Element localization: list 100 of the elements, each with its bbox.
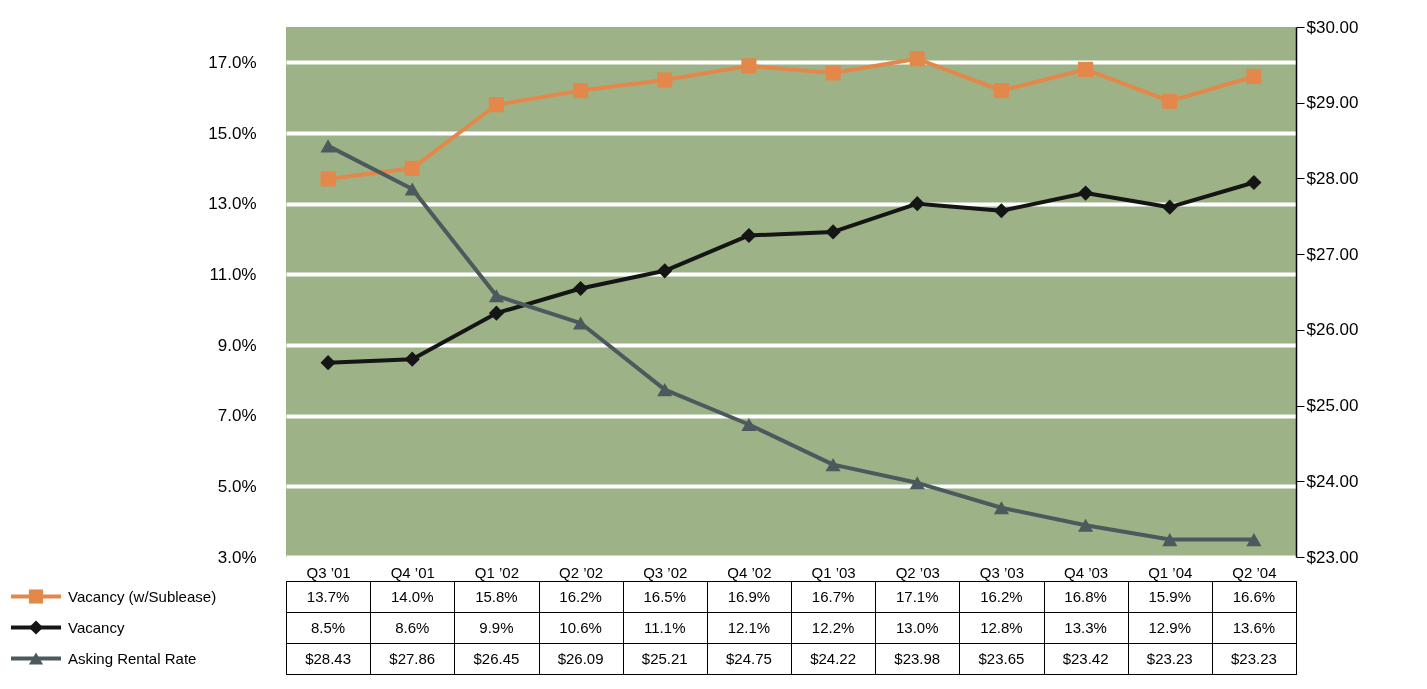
point	[573, 280, 589, 297]
y2-tick-label: $23.00	[1306, 547, 1359, 567]
data-label: 15.8%	[475, 587, 518, 605]
point	[488, 289, 504, 303]
data-label: $26.45	[473, 649, 520, 667]
point	[404, 160, 420, 176]
x-tick-label: Q1 ’02	[474, 563, 520, 581]
point	[404, 351, 420, 367]
data-label: 16.5%	[643, 587, 687, 605]
x-tick-label: Q4 ’02	[727, 563, 772, 581]
point	[993, 83, 1009, 99]
point	[488, 305, 504, 321]
point	[1246, 68, 1262, 85]
x-tick-label: Q2 ’03	[895, 563, 940, 581]
data-label: 14.0%	[390, 587, 434, 605]
data-label: 16.2%	[559, 587, 602, 605]
point	[320, 171, 336, 187]
data-label: $23.23	[1146, 649, 1193, 667]
y-tick-label: 17.0%	[208, 52, 257, 72]
y2-tick-label: $27.00	[1306, 244, 1359, 264]
data-label: 16.9%	[727, 587, 771, 605]
data-label: 12.1%	[727, 618, 771, 636]
point	[320, 139, 336, 153]
y-tick-label: 5.0%	[217, 476, 257, 496]
data-label: 13.3%	[1064, 618, 1107, 636]
point	[741, 417, 757, 432]
data-label: $24.75	[725, 649, 772, 667]
x-tick-label: Q2 ’04	[1232, 563, 1277, 581]
data-label: 16.6%	[1232, 587, 1276, 605]
data-label: $23.65	[978, 649, 1025, 667]
y2-tick-label: $25.00	[1306, 396, 1359, 416]
x-tick-label: Q3 ’01	[306, 563, 351, 581]
data-label: 11.1%	[644, 618, 686, 636]
point	[825, 224, 841, 240]
y-tick-label: 9.0%	[217, 335, 257, 355]
y-tick-label: 13.0%	[208, 194, 257, 214]
x-tick-label: Q3 ’02	[643, 563, 688, 581]
data-label: 16.2%	[980, 587, 1023, 605]
data-label: $23.23	[1230, 649, 1277, 667]
point	[909, 51, 925, 67]
y2-tick-label: $29.00	[1306, 93, 1359, 113]
x-tick-label: Q3 ’03	[979, 563, 1025, 581]
point	[657, 72, 673, 88]
data-label: 8.6%	[395, 618, 430, 636]
data-label: $28.43	[305, 649, 352, 667]
y-tick-label: 3.0%	[217, 547, 257, 567]
point	[741, 227, 757, 244]
y2-tick-label: $24.00	[1306, 471, 1359, 491]
point	[909, 476, 925, 490]
point	[1246, 533, 1262, 547]
data-label: $26.09	[557, 649, 604, 667]
legend-label: Vacancy (w/Sublease)	[68, 587, 217, 605]
point	[993, 203, 1009, 219]
data-label: $27.86	[389, 649, 436, 667]
data-label: 17.1%	[895, 587, 939, 605]
point	[404, 182, 420, 196]
data-label: 12.2%	[811, 618, 855, 636]
point	[1162, 93, 1178, 109]
point	[488, 97, 504, 113]
data-label: 9.9%	[479, 618, 514, 636]
x-tick-label: Q1 ’04	[1148, 563, 1193, 581]
point	[1162, 199, 1178, 215]
point	[909, 196, 925, 212]
legend-label: Vacancy	[68, 618, 125, 636]
y2-tick-label: $28.00	[1306, 168, 1359, 188]
data-label: 15.9%	[1148, 587, 1192, 605]
y2-tick-label: $26.00	[1306, 320, 1359, 340]
x-tick-label: Q4 ’03	[1063, 563, 1109, 581]
data-label: 12.9%	[1148, 618, 1192, 636]
point	[825, 65, 841, 81]
data-label: 10.6%	[559, 618, 602, 636]
data-label: $23.42	[1062, 649, 1109, 667]
x-tick-label: Q2 ’02	[558, 563, 604, 581]
point	[993, 501, 1009, 515]
point	[825, 458, 841, 472]
point	[657, 383, 673, 397]
y2-tick-label: $30.00	[1306, 17, 1359, 37]
point	[1246, 174, 1262, 191]
point	[1078, 61, 1094, 77]
point	[1078, 185, 1094, 201]
x-tick-label: Q1 ’03	[811, 563, 856, 581]
y-tick-label: 15.0%	[208, 123, 257, 143]
legend-label: Asking Rental Rate	[68, 649, 197, 667]
point	[573, 83, 589, 99]
data-label: 13.0%	[895, 618, 939, 636]
y-tick-label: 7.0%	[217, 406, 257, 426]
data-label: 13.7%	[306, 587, 350, 605]
point	[320, 355, 336, 371]
data-label: $24.22	[810, 649, 857, 667]
x-tick-label: Q4 ’01	[390, 563, 435, 581]
data-label: 16.8%	[1064, 587, 1107, 605]
point	[1162, 533, 1178, 547]
point	[741, 58, 757, 74]
data-label: 8.5%	[310, 618, 346, 636]
point	[1078, 518, 1094, 532]
data-label: 16.7%	[811, 587, 855, 605]
data-label: 12.8%	[980, 618, 1023, 636]
data-label: $23.98	[894, 649, 941, 667]
data-label: $25.21	[641, 649, 688, 667]
point	[657, 263, 673, 279]
